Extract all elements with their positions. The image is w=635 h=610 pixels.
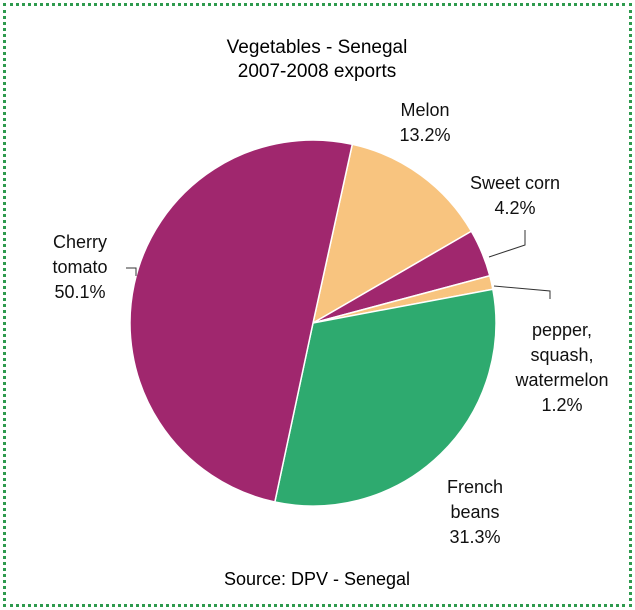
slice-label: pepper, squash, watermelon <box>515 320 609 390</box>
chart-title: Vegetables - Senegal <box>226 37 408 58</box>
slice-label: French beans <box>446 477 504 522</box>
value-label: 31.3% <box>449 527 501 547</box>
pie-slice <box>129 139 354 503</box>
value-label: 13.2% <box>399 125 451 145</box>
value-label: 4.2% <box>494 198 536 218</box>
chart-subtitle: 2007-2008 exports <box>237 61 397 82</box>
leader-line <box>493 285 551 299</box>
value-label: 50.1% <box>54 282 106 302</box>
frame <box>3 3 632 607</box>
pie-slice <box>273 288 497 507</box>
leader-line <box>488 230 526 258</box>
pie-slice <box>311 143 473 325</box>
leader-line <box>126 267 137 276</box>
slice-label: Cherry tomato <box>52 232 108 277</box>
leaders <box>126 230 551 299</box>
slice-label: Sweet corn <box>469 173 561 193</box>
source: Source: DPV - Senegal <box>223 569 411 589</box>
value-label: 1.2% <box>541 395 583 415</box>
slice-label: Melon <box>400 100 450 120</box>
